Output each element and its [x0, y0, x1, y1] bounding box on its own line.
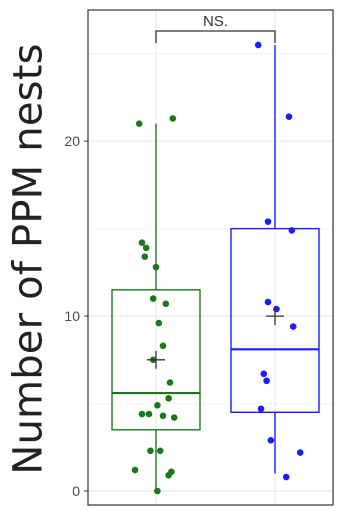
data-point [257, 405, 265, 413]
y-tick-label: 10 [64, 308, 80, 324]
data-point [152, 263, 160, 271]
data-point [169, 115, 177, 122]
data-point [289, 323, 297, 330]
plot-border [87, 9, 334, 506]
data-point [273, 305, 280, 313]
data-point [170, 414, 178, 421]
significance-label: NS. [203, 13, 228, 30]
data-point [162, 300, 170, 308]
data-point [147, 447, 154, 455]
data-point [165, 395, 172, 402]
data-point [285, 113, 293, 120]
data-point [166, 379, 174, 386]
data-point [264, 218, 272, 225]
data-point [154, 402, 161, 409]
data-point [155, 319, 163, 327]
box-iqr [111, 289, 201, 431]
y-tick-label: 20 [64, 133, 80, 149]
data-point [138, 239, 146, 246]
significance-bracket [155, 30, 276, 43]
data-point [267, 436, 275, 444]
data-point [149, 295, 157, 302]
data-point [142, 244, 150, 252]
data-point [141, 253, 149, 260]
data-point [131, 466, 139, 474]
data-point [154, 487, 161, 495]
data-point [159, 342, 167, 350]
data-point [288, 227, 296, 234]
data-point [165, 471, 172, 479]
data-point [260, 370, 268, 378]
data-point [145, 410, 153, 418]
data-point [159, 412, 167, 420]
data-point [263, 377, 270, 385]
y-tick-label: 0 [72, 483, 80, 499]
plot-background [88, 10, 333, 505]
data-point [264, 298, 272, 306]
data-point [135, 120, 143, 127]
data-point [138, 410, 146, 418]
data-point [254, 41, 262, 49]
data-point [296, 449, 304, 456]
data-point [156, 447, 164, 455]
data-point [282, 473, 290, 481]
box-iqr [230, 227, 320, 413]
